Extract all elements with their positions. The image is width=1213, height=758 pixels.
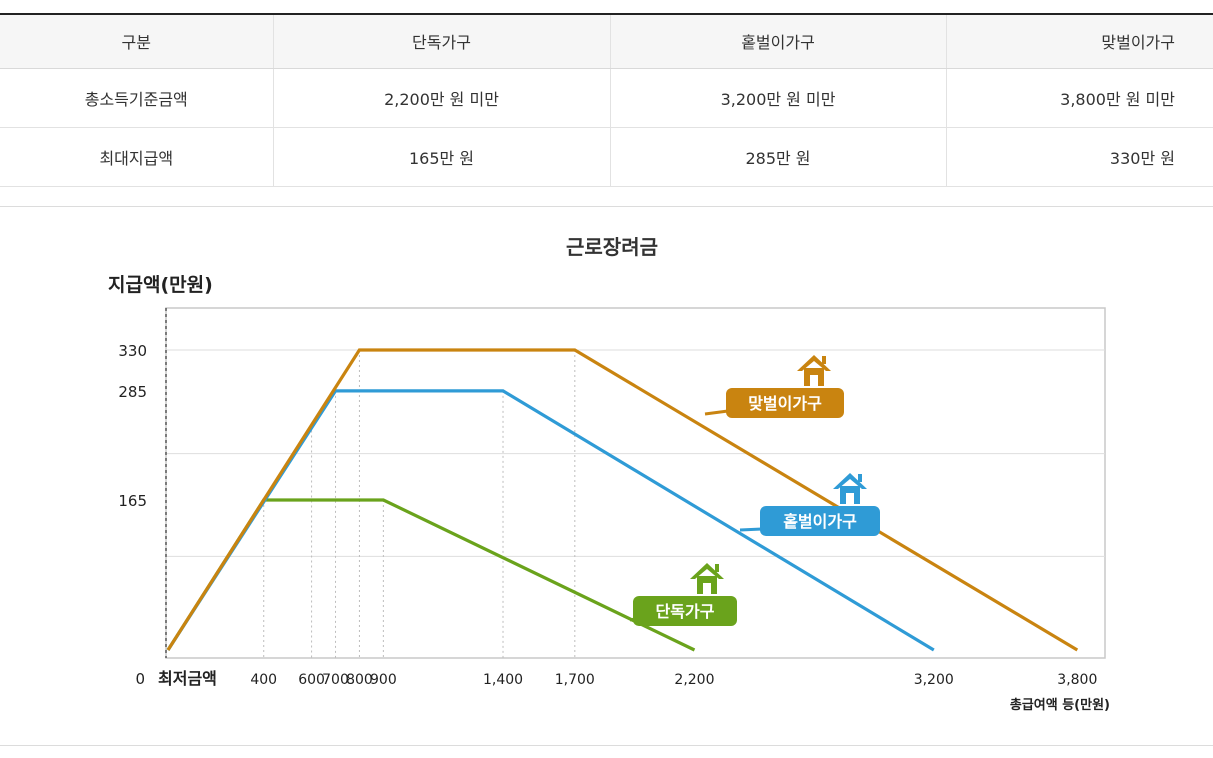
section-divider [0, 745, 1213, 746]
series-line [166, 348, 1079, 652]
table-header-row: 구분 단독가구 홑벌이가구 맞벌이가구 [0, 13, 1213, 69]
label-pill [726, 388, 844, 418]
x-tick-label: 600 [298, 672, 325, 688]
label-pill [760, 506, 880, 536]
series-name: 맞벌이가구 [748, 394, 822, 413]
table-cell: 165만 원 [272, 127, 610, 187]
section-divider [0, 206, 1213, 207]
y-tick-label: 0 [135, 670, 145, 688]
table-cell: 3,800만 원 미만 [945, 68, 1213, 128]
table-cell: 2,200만 원 미만 [272, 68, 610, 128]
series-name: 단독가구 [656, 602, 715, 621]
y-tick-label: 330 [118, 342, 147, 360]
table-cell: 285만 원 [609, 127, 946, 187]
row-label: 총소득기준금액 [0, 68, 273, 128]
series-label: 맞벌이가구 [704, 355, 844, 418]
y-tick-label: 285 [118, 383, 147, 401]
x-tick-label: 1,400 [483, 672, 523, 688]
series-name: 홑벌이가구 [783, 512, 857, 531]
house-icon [833, 473, 867, 504]
table-cell: 330만 원 [945, 127, 1213, 187]
x-axis-label: 총급여액 등(만원) [1010, 697, 1110, 713]
x-tick-label: 3,800 [1057, 672, 1097, 688]
x-tick-label: 700 [322, 672, 349, 688]
y-axis-label: 지급액(만원) [108, 274, 213, 296]
header-category: 구분 [0, 13, 273, 69]
y-tick-label: 165 [118, 492, 147, 510]
x-tick-label: 900 [370, 672, 397, 688]
header-single-earner: 홑벌이가구 [609, 13, 946, 69]
series-label: 단독가구 [629, 563, 737, 626]
x-origin-label: 최저금액 [158, 669, 217, 688]
label-pill [633, 596, 737, 626]
x-tick-label: 400 [250, 672, 277, 688]
label-leader [739, 527, 763, 532]
table-row: 최대지급액 165만 원 285만 원 330만 원 [0, 127, 1213, 187]
table-cell: 3,200만 원 미만 [609, 68, 946, 128]
x-tick-label: 2,200 [674, 672, 714, 688]
table-row: 총소득기준금액 2,200만 원 미만 3,200만 원 미만 3,800만 원… [0, 68, 1213, 128]
row-label: 최대지급액 [0, 127, 273, 187]
eitc-criteria-table: 구분 단독가구 홑벌이가구 맞벌이가구 총소득기준금액 2,200만 원 미만 … [0, 13, 1213, 187]
x-tick-label: 800 [346, 672, 373, 688]
x-tick-label: 3,200 [914, 672, 954, 688]
header-dual-earner: 맞벌이가구 [945, 13, 1213, 69]
series-label: 홑벌이가구 [739, 473, 880, 536]
chart-title: 근로장려금 [566, 235, 658, 259]
header-single: 단독가구 [272, 13, 610, 69]
house-icon [797, 355, 831, 386]
x-tick-label: 1,700 [555, 672, 595, 688]
house-icon [690, 563, 724, 594]
label-leader [704, 409, 729, 416]
